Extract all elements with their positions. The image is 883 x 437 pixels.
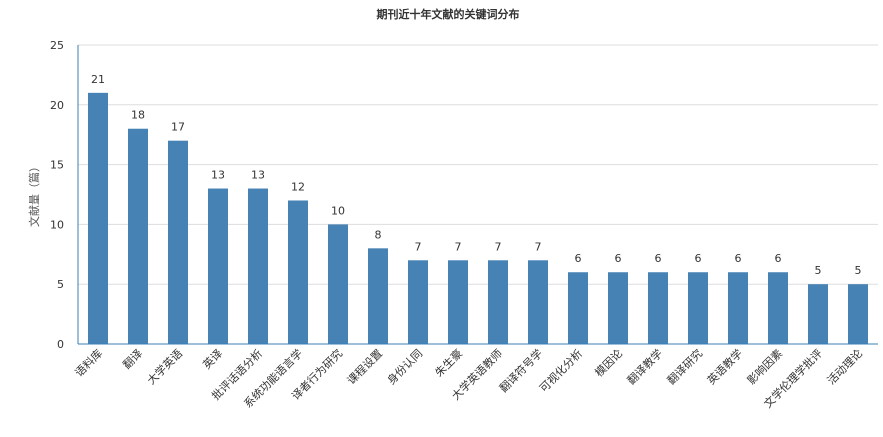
bar[interactable] (128, 128, 148, 344)
bar[interactable] (688, 272, 708, 344)
bar-value-label: 13 (211, 169, 225, 182)
y-tick-label: 5 (57, 278, 64, 291)
bar-value-label: 6 (615, 252, 622, 265)
bar-value-label: 13 (251, 169, 265, 182)
x-category-label: 身份认同 (384, 346, 425, 387)
bar-value-label: 21 (91, 73, 105, 86)
x-category-label: 翻译 (120, 346, 145, 371)
data-labels: 21 18 17 13 13 12 10 8 7 7 7 7 6 6 6 6 6 6 5 5 (91, 73, 862, 277)
bar-value-label: 5 (815, 264, 822, 277)
bar-value-label: 8 (375, 228, 382, 241)
x-category-label: 活动理论 (824, 346, 865, 387)
bar-value-label: 7 (415, 240, 422, 253)
x-category-label: 语料库 (72, 346, 105, 379)
bar[interactable] (448, 260, 468, 344)
bar-value-label: 5 (855, 264, 862, 277)
x-category-label: 模因论 (592, 346, 625, 379)
bar-value-label: 6 (695, 252, 702, 265)
bar[interactable] (368, 248, 388, 344)
y-tick-label: 15 (50, 159, 64, 172)
y-tick-label: 25 (50, 39, 64, 52)
bar[interactable] (328, 224, 348, 344)
y-tick-label: 20 (50, 99, 64, 112)
bar-value-label: 6 (575, 252, 582, 265)
bar-value-label: 7 (495, 240, 502, 253)
bar[interactable] (808, 284, 828, 344)
x-category-label: 翻译研究 (664, 346, 705, 387)
y-tick-label: 0 (57, 338, 64, 351)
bar[interactable] (728, 272, 748, 344)
x-category-label: 课程设置 (345, 347, 385, 387)
gridlines (78, 44, 878, 285)
x-category-label: 朱生豪 (432, 346, 465, 379)
bars (88, 92, 868, 344)
y-tick-label: 10 (50, 218, 64, 231)
bar[interactable] (848, 284, 868, 344)
bar[interactable] (488, 260, 508, 344)
bar[interactable] (568, 272, 588, 344)
bar-value-label: 17 (171, 121, 185, 134)
bar-value-label: 18 (131, 109, 145, 122)
bar[interactable] (768, 272, 788, 344)
bar[interactable] (648, 272, 668, 344)
bar-value-label: 6 (775, 252, 782, 265)
bar[interactable] (168, 140, 188, 344)
chart-title: 期刊近十年文献的关键词分布 (377, 7, 520, 21)
bar[interactable] (608, 272, 628, 344)
bar-value-label: 7 (455, 240, 462, 253)
x-category-label: 英译 (200, 346, 225, 371)
y-axis-ticks: 0 5 10 15 20 25 (50, 39, 64, 351)
bar-value-label: 6 (735, 252, 742, 265)
bar[interactable] (528, 260, 548, 344)
x-category-label: 大学英语 (144, 346, 185, 387)
bar[interactable] (288, 200, 308, 344)
bar-value-label: 7 (535, 240, 542, 253)
bar-value-label: 10 (331, 204, 345, 217)
x-category-label: 英语教学 (704, 346, 745, 387)
x-category-label: 影响因素 (745, 347, 785, 387)
bar[interactable] (248, 188, 268, 344)
x-category-label: 翻译教学 (624, 346, 665, 387)
bar[interactable] (88, 92, 108, 344)
bar-value-label: 12 (291, 180, 305, 193)
bar-value-label: 6 (655, 252, 662, 265)
y-axis-label: 文献量（篇） (27, 161, 41, 227)
bar[interactable] (208, 188, 228, 344)
x-category-label: 可视化分析 (536, 346, 585, 395)
bar[interactable] (408, 260, 428, 344)
